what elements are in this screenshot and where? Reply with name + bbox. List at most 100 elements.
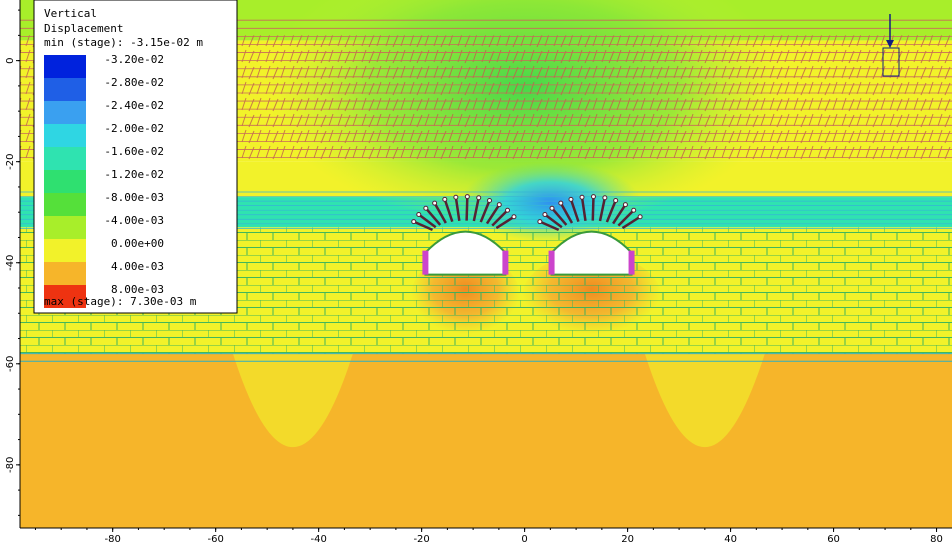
bolt-head xyxy=(453,194,459,200)
rock-bolt xyxy=(551,207,568,226)
bolt-head xyxy=(411,219,417,225)
bolt-head xyxy=(579,194,585,200)
bolt-head xyxy=(631,207,637,213)
legend-swatch xyxy=(44,239,86,262)
y-axis-ticks: 0 -20 -40 -60 -80 xyxy=(5,9,20,516)
legend-value-label: -4.00e-03 xyxy=(104,214,164,227)
bolt-head xyxy=(416,211,422,217)
yellow-lobe-1 xyxy=(232,353,353,448)
yellow-lobe-2 xyxy=(644,353,765,448)
legend-swatch xyxy=(44,124,86,147)
tunnel-sidewall xyxy=(628,250,635,275)
rock-bolt xyxy=(491,209,509,227)
tunnel-sidewall xyxy=(422,250,429,275)
legend-value-label: -2.80e-02 xyxy=(104,76,164,89)
legend-value-label: -1.20e-02 xyxy=(104,168,164,181)
legend-swatch xyxy=(44,55,86,78)
bolt-head xyxy=(487,197,493,203)
rock-bolt xyxy=(617,209,635,227)
bolt-head xyxy=(423,205,429,211)
rock-bolt xyxy=(605,200,617,223)
legend-value-label: -3.20e-02 xyxy=(104,53,164,66)
rock-bolt xyxy=(539,220,560,231)
bolt-head xyxy=(568,196,574,202)
legend-swatch xyxy=(44,147,86,170)
legend-swatch xyxy=(44,262,86,285)
rock-bolt xyxy=(418,213,437,229)
tunnel-sidewall xyxy=(502,250,509,275)
bolt-head xyxy=(622,202,628,208)
y-tick-label: -60 xyxy=(5,356,16,372)
rock-bolt xyxy=(479,200,491,223)
bolt-head xyxy=(537,219,543,225)
bolt-head xyxy=(602,195,608,201)
rock-bolt xyxy=(591,196,595,221)
rock-bolt xyxy=(454,197,461,222)
legend-value-label: 8.00e-03 xyxy=(111,283,164,296)
bolt-head xyxy=(613,197,619,203)
rock-bolt xyxy=(580,197,587,222)
legend-value-label: 4.00e-03 xyxy=(111,260,164,273)
bolt-head xyxy=(496,202,502,208)
rock-bolt xyxy=(569,198,580,223)
y-tick-label: -40 xyxy=(5,255,16,271)
legend-title-line2: Displacement xyxy=(44,22,123,35)
legend-entries: -3.20e-02 -2.80e-02 -2.40e-02 -2.00e-02 -1.6… xyxy=(44,53,164,308)
rock-bolt xyxy=(472,197,480,222)
x-tick-label: 20 xyxy=(621,534,634,545)
legend-swatch xyxy=(44,170,86,193)
legend-swatch xyxy=(44,78,86,101)
legend-swatch xyxy=(44,285,86,308)
rock-bolt xyxy=(485,204,501,225)
bolt-head xyxy=(464,194,470,200)
axes: -80 -60 -40 -20 0 20 40 60 80 0 -20 -40 -60 -80 xyxy=(5,0,952,545)
bolt-head xyxy=(637,214,643,220)
x-tick-label: 0 xyxy=(521,534,527,545)
bolt-head xyxy=(476,195,482,201)
legend-swatch xyxy=(44,193,86,216)
x-axis-ticks: -80 -60 -40 -20 0 20 40 60 80 xyxy=(34,528,943,545)
tunnel-1 xyxy=(411,194,517,276)
legend-value-label: -2.00e-02 xyxy=(104,122,164,135)
x-tick-label: -40 xyxy=(310,534,326,545)
rock-bolt xyxy=(443,198,454,223)
tunnel-2 xyxy=(537,194,643,276)
arrow-head xyxy=(886,40,894,48)
load-arrow-marker xyxy=(882,14,900,77)
legend-value-label: 0.00e+00 xyxy=(111,237,164,250)
field-band-deep xyxy=(20,353,952,528)
tunnel-sidewall xyxy=(548,250,555,275)
bolt-head xyxy=(542,211,548,217)
tunnel-group xyxy=(411,194,643,276)
rock-bolt xyxy=(544,213,563,229)
legend-swatch xyxy=(44,216,86,239)
bolt-head xyxy=(549,205,555,211)
x-tick-label: -60 xyxy=(207,534,223,545)
bolt-head xyxy=(511,214,517,220)
legend-min-label: min (stage): -3.15e-02 m xyxy=(44,36,203,49)
legend-title-line1: Vertical xyxy=(44,7,97,20)
rock-bolt xyxy=(598,197,607,222)
bolt-head xyxy=(558,200,564,206)
legend-max-label: max (stage): 7.30e-03 m xyxy=(44,295,197,308)
x-tick-label: 40 xyxy=(724,534,737,545)
y-tick-label: -20 xyxy=(5,154,16,170)
rock-bolt xyxy=(621,215,641,230)
legend-value-label: -2.40e-02 xyxy=(104,99,164,112)
y-tick-label: -80 xyxy=(5,457,16,473)
bolt-head xyxy=(505,207,511,213)
legend-value-label: -1.60e-02 xyxy=(104,145,164,158)
y-tick-label: 0 xyxy=(5,57,16,63)
legend: Vertical Displacement min (stage): -3.15… xyxy=(33,0,238,314)
bolt-head xyxy=(590,194,596,200)
rock-bolt xyxy=(559,202,574,224)
rock-bolt xyxy=(424,207,442,226)
x-tick-label: 60 xyxy=(827,534,840,545)
rock-bolt xyxy=(433,202,447,224)
x-tick-label: -20 xyxy=(413,534,429,545)
rock-bolt xyxy=(465,196,469,221)
rock-bolt xyxy=(495,215,515,230)
bolt-head xyxy=(442,196,448,202)
bolt-head xyxy=(432,200,438,206)
